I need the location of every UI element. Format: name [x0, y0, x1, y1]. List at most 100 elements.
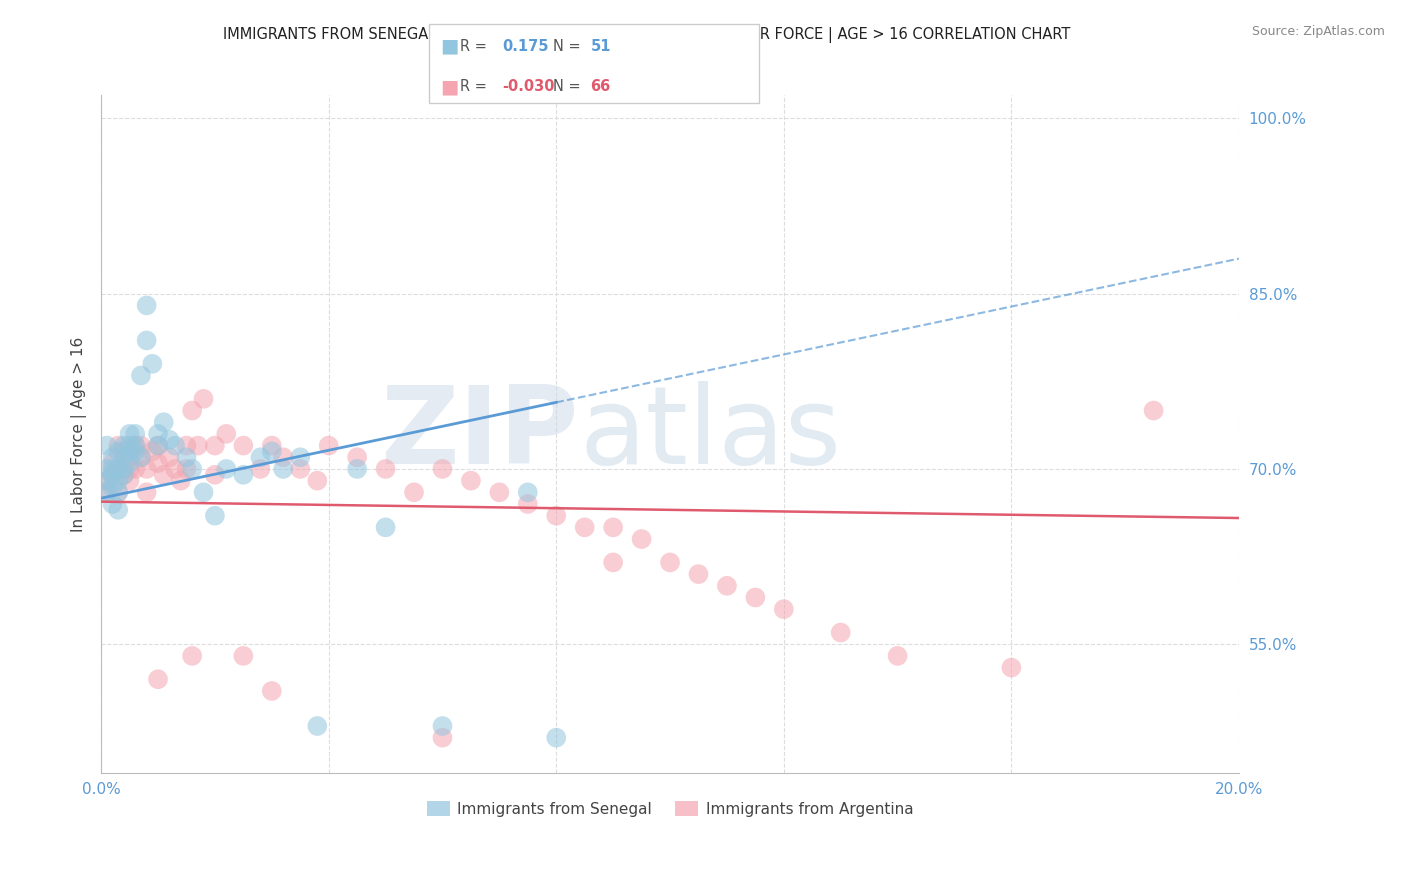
Point	[260, 684, 283, 698]
Point	[112, 450, 135, 465]
Text: R =: R =	[460, 79, 486, 94]
Point	[432, 719, 454, 733]
Point	[688, 567, 710, 582]
Point	[659, 556, 682, 570]
Point	[157, 450, 180, 465]
Text: ■: ■	[440, 37, 458, 56]
Point	[107, 485, 129, 500]
Point	[772, 602, 794, 616]
Point	[181, 648, 204, 663]
Point	[460, 474, 482, 488]
Point	[249, 450, 271, 465]
Point	[271, 462, 294, 476]
Text: R =: R =	[460, 39, 486, 54]
Point	[96, 474, 118, 488]
Point	[96, 474, 118, 488]
Point	[488, 485, 510, 500]
Text: Source: ZipAtlas.com: Source: ZipAtlas.com	[1251, 25, 1385, 38]
Point	[146, 439, 169, 453]
Point	[193, 392, 215, 406]
Point	[215, 462, 238, 476]
Point	[118, 462, 141, 476]
Point	[124, 426, 146, 441]
Point	[346, 450, 368, 465]
Text: N =: N =	[553, 39, 581, 54]
Point	[101, 497, 124, 511]
Point	[129, 450, 152, 465]
Point	[141, 444, 163, 458]
Point	[146, 426, 169, 441]
Point	[96, 485, 118, 500]
Point	[135, 298, 157, 312]
Point	[107, 462, 129, 476]
Point	[112, 439, 135, 453]
Point	[204, 508, 226, 523]
Point	[101, 462, 124, 476]
Point	[124, 462, 146, 476]
Point	[516, 497, 538, 511]
Point	[112, 467, 135, 482]
Point	[101, 456, 124, 470]
Point	[307, 719, 329, 733]
Point	[118, 450, 141, 465]
Point	[135, 334, 157, 348]
Point	[96, 485, 118, 500]
Point	[146, 673, 169, 687]
Point	[516, 485, 538, 500]
Text: IMMIGRANTS FROM SENEGAL VS IMMIGRANTS FROM ARGENTINA IN LABOR FORCE | AGE > 16 C: IMMIGRANTS FROM SENEGAL VS IMMIGRANTS FR…	[224, 27, 1070, 43]
Text: ■: ■	[440, 77, 458, 96]
Point	[146, 439, 169, 453]
Point	[107, 444, 129, 458]
Point	[118, 439, 141, 453]
Point	[432, 731, 454, 745]
Point	[152, 415, 174, 429]
Text: ZIP: ZIP	[381, 381, 579, 487]
Point	[96, 439, 118, 453]
Point	[170, 474, 193, 488]
Point	[630, 532, 652, 546]
Point	[181, 403, 204, 417]
Point	[187, 439, 209, 453]
Point	[204, 439, 226, 453]
Legend: Immigrants from Senegal, Immigrants from Argentina: Immigrants from Senegal, Immigrants from…	[420, 795, 920, 822]
Point	[290, 450, 312, 465]
Point	[101, 467, 124, 482]
Point	[152, 467, 174, 482]
Point	[232, 439, 254, 453]
Point	[546, 731, 568, 745]
Point	[886, 648, 908, 663]
Point	[260, 444, 283, 458]
Point	[107, 474, 129, 488]
Point	[124, 444, 146, 458]
Point	[1000, 660, 1022, 674]
Text: atlas: atlas	[579, 381, 841, 487]
Point	[112, 444, 135, 458]
Point	[112, 462, 135, 476]
Point	[118, 456, 141, 470]
Point	[232, 648, 254, 663]
Point	[124, 439, 146, 453]
Point	[141, 357, 163, 371]
Text: 66: 66	[591, 79, 610, 94]
Point	[135, 485, 157, 500]
Point	[346, 462, 368, 476]
Point	[290, 462, 312, 476]
Text: 51: 51	[591, 39, 612, 54]
Text: -0.030: -0.030	[502, 79, 554, 94]
Point	[135, 462, 157, 476]
Point	[165, 462, 187, 476]
Point	[107, 462, 129, 476]
Point	[112, 467, 135, 482]
Point	[602, 556, 624, 570]
Point	[107, 503, 129, 517]
Point	[215, 426, 238, 441]
Point	[118, 426, 141, 441]
Point	[249, 462, 271, 476]
Point	[107, 485, 129, 500]
Point	[402, 485, 425, 500]
Point	[307, 474, 329, 488]
Point	[1142, 403, 1164, 417]
Point	[193, 485, 215, 500]
Point	[574, 520, 596, 534]
Point	[96, 462, 118, 476]
